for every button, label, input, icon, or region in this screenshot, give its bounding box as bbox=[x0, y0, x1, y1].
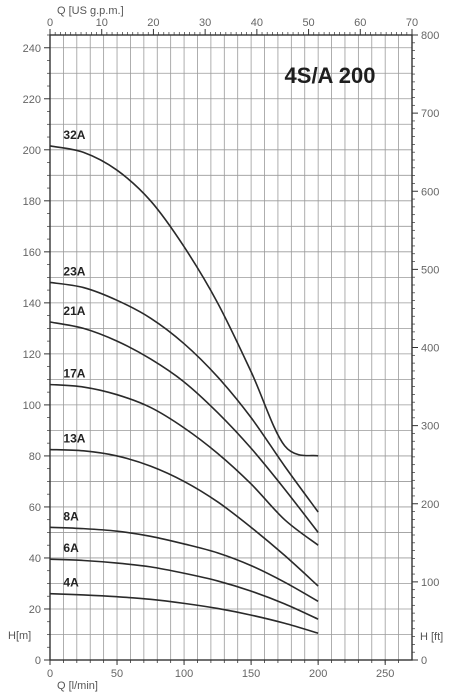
x-top-tick-label: 70 bbox=[406, 17, 418, 29]
curve-label-6a: 6A bbox=[63, 541, 79, 555]
y-right-tick-label: 500 bbox=[421, 264, 439, 276]
x-bottom-tick-label: 100 bbox=[175, 668, 193, 680]
y-right-tick-label: 200 bbox=[421, 499, 439, 511]
y-left-tick-label: 240 bbox=[23, 43, 41, 55]
curve-label-23a: 23A bbox=[63, 264, 85, 278]
y-left-tick-label: 120 bbox=[23, 349, 41, 361]
curve-label-8a: 8A bbox=[63, 509, 79, 523]
y-left-tick-label: 180 bbox=[23, 196, 41, 208]
x-bottom-tick-label: 200 bbox=[309, 668, 327, 680]
y-right-tick-label: 100 bbox=[421, 577, 439, 589]
x-top-tick-label: 20 bbox=[147, 17, 159, 29]
curve-13a bbox=[49, 448, 319, 587]
plot-frame bbox=[49, 34, 413, 661]
y-left-tick-label: 20 bbox=[29, 604, 41, 616]
y-left-tick-label: 60 bbox=[29, 502, 41, 514]
chart-title: 4S/A 200 bbox=[285, 63, 376, 88]
curve-8a bbox=[49, 526, 319, 603]
x-top-tick-label: 10 bbox=[96, 17, 108, 29]
x-top-tick-label: 0 bbox=[47, 17, 53, 29]
y-left-tick-label: 40 bbox=[29, 553, 41, 565]
y-right-tick-label: 400 bbox=[421, 343, 439, 355]
y-right-tick-label: 300 bbox=[421, 421, 439, 433]
x-bottom-axis-title: Q [l/min] bbox=[57, 680, 98, 692]
y-left-axis-title: H[m] bbox=[8, 630, 31, 642]
y-right-tick-label: 700 bbox=[421, 108, 439, 120]
plot-border bbox=[49, 34, 413, 661]
y-right-tick-label: 0 bbox=[421, 655, 427, 667]
y-right-tick-label: 800 bbox=[421, 30, 439, 42]
y-left-tick-label: 0 bbox=[35, 655, 41, 667]
curve-label-32a: 32A bbox=[63, 128, 85, 142]
x-top-tick-label: 60 bbox=[354, 17, 366, 29]
curve-6a bbox=[49, 558, 319, 620]
x-top-axis-title: Q [US g.p.m.] bbox=[57, 5, 124, 17]
x-bottom-tick-label: 0 bbox=[47, 668, 53, 680]
grid bbox=[50, 35, 412, 660]
y-left-tick-label: 220 bbox=[23, 94, 41, 106]
curve-labels: 32A 23A 21A 17A 13A 8A 6A 4A bbox=[63, 128, 85, 590]
curves bbox=[49, 145, 319, 634]
curve-label-4a: 4A bbox=[63, 576, 79, 590]
x-top-tick-label: 40 bbox=[251, 17, 263, 29]
x-top-tick-label: 50 bbox=[302, 17, 314, 29]
y-left-tick-label: 80 bbox=[29, 451, 41, 463]
curve-label-21a: 21A bbox=[63, 304, 85, 318]
curve-4a bbox=[49, 592, 319, 634]
curve-21a bbox=[49, 321, 319, 533]
curve-23a bbox=[49, 281, 319, 513]
curve-label-17a: 17A bbox=[63, 366, 85, 380]
curve-17a bbox=[49, 383, 319, 546]
x-bottom-tick-label: 150 bbox=[242, 668, 260, 680]
y-left-tick-label: 140 bbox=[23, 298, 41, 310]
x-bottom-tick-label: 250 bbox=[376, 668, 394, 680]
x-top-tick-label: 30 bbox=[199, 17, 211, 29]
y-left-tick-label: 100 bbox=[23, 400, 41, 412]
y-right-axis-title: H [ft] bbox=[420, 631, 443, 643]
y-right-tick-label: 600 bbox=[421, 186, 439, 198]
curve-label-13a: 13A bbox=[63, 432, 85, 446]
y-left-tick-label: 160 bbox=[23, 247, 41, 259]
curve-32a bbox=[49, 145, 319, 457]
x-bottom-tick-label: 50 bbox=[111, 668, 123, 680]
y-left-tick-label: 200 bbox=[23, 145, 41, 157]
